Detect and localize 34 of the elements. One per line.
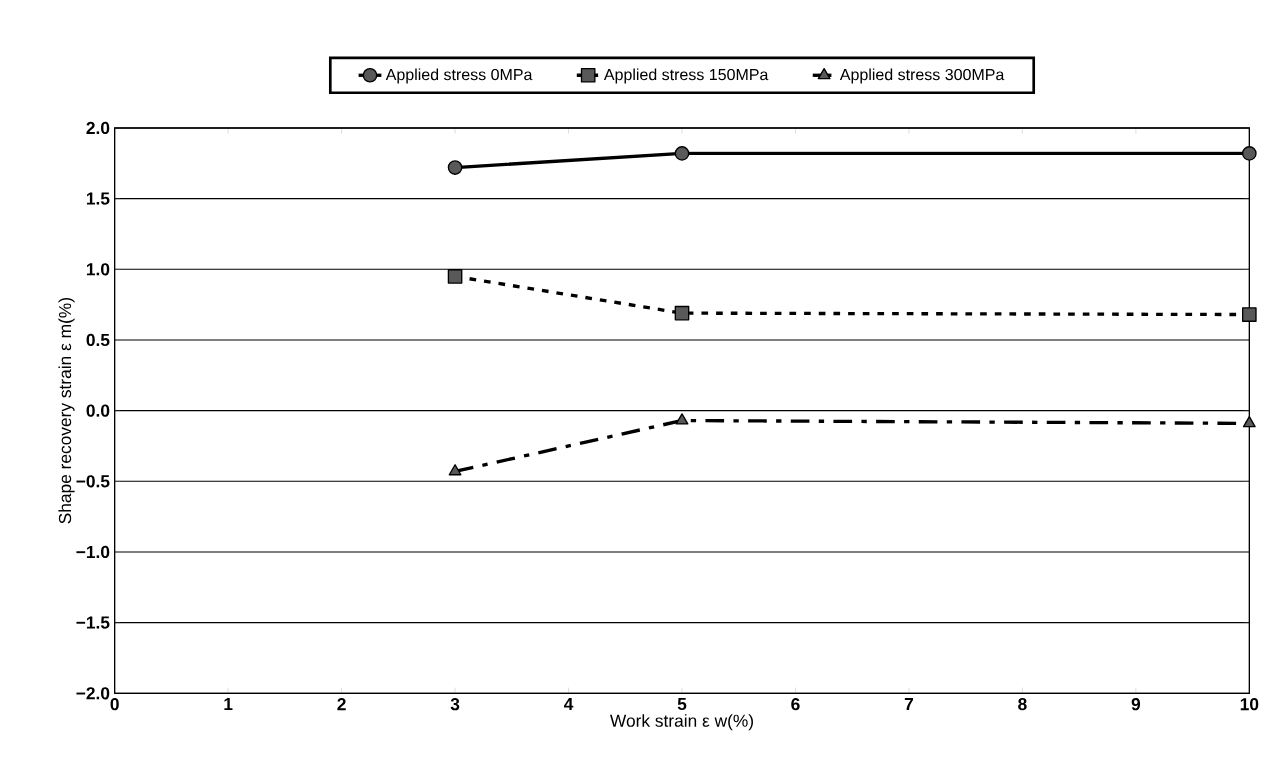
point [448, 463, 462, 476]
x-tick-label: 10 [1240, 697, 1259, 711]
x-tick-label: 4 [563, 697, 574, 710]
point [1242, 307, 1257, 322]
x-tick-label: 7 [904, 697, 913, 710]
x-tick-label: 5 [677, 697, 687, 710]
point [674, 145, 690, 161]
point [675, 413, 689, 425]
x-tick-label: 8 [1018, 697, 1027, 711]
y-tick-label: 2.0 [86, 121, 110, 134]
x-tick-label: 9 [1131, 697, 1141, 711]
y-tick-label: −1.5 [76, 616, 110, 629]
point [447, 268, 463, 284]
y-tick-label: 1.5 [86, 192, 110, 205]
point [674, 305, 690, 321]
legend-label: Applied stress 0MPa [385, 68, 533, 84]
legend-label: Applied stress 300MPa [839, 68, 1005, 84]
y-axis-title: Shape recovery strain ε m(%) [58, 297, 75, 524]
y-tick-label: −2.0 [76, 687, 110, 700]
x-tick-label: 2 [337, 697, 346, 710]
point [447, 160, 463, 175]
point [1242, 145, 1257, 161]
y-tick-label: 0.0 [86, 404, 110, 417]
y-tick-label: 0.5 [86, 333, 110, 346]
x-axis-title: Work strain ε w(%) [610, 713, 753, 731]
y-tick-label: 1.0 [86, 263, 110, 276]
legend-label: Applied stress 150MPa [603, 68, 769, 84]
x-tick-label: 3 [450, 697, 460, 711]
x-tick-label: 0 [110, 697, 119, 711]
y-tick-label: −0.5 [76, 475, 110, 488]
point [1242, 415, 1256, 428]
x-tick-label: 6 [791, 697, 800, 711]
x-tick-label: 1 [224, 697, 233, 710]
y-tick-label: −1.0 [76, 545, 110, 558]
